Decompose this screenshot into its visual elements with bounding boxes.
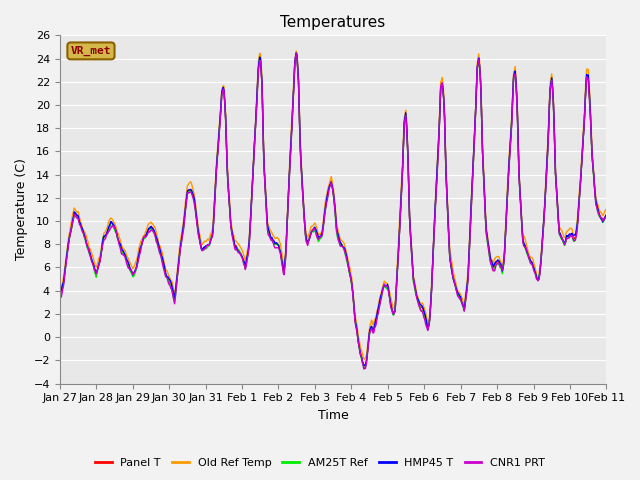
Legend: Panel T, Old Ref Temp, AM25T Ref, HMP45 T, CNR1 PRT: Panel T, Old Ref Temp, AM25T Ref, HMP45 … [90, 453, 550, 472]
Text: VR_met: VR_met [70, 46, 111, 56]
X-axis label: Time: Time [317, 409, 349, 422]
Title: Temperatures: Temperatures [280, 15, 386, 30]
Y-axis label: Temperature (C): Temperature (C) [15, 158, 28, 260]
